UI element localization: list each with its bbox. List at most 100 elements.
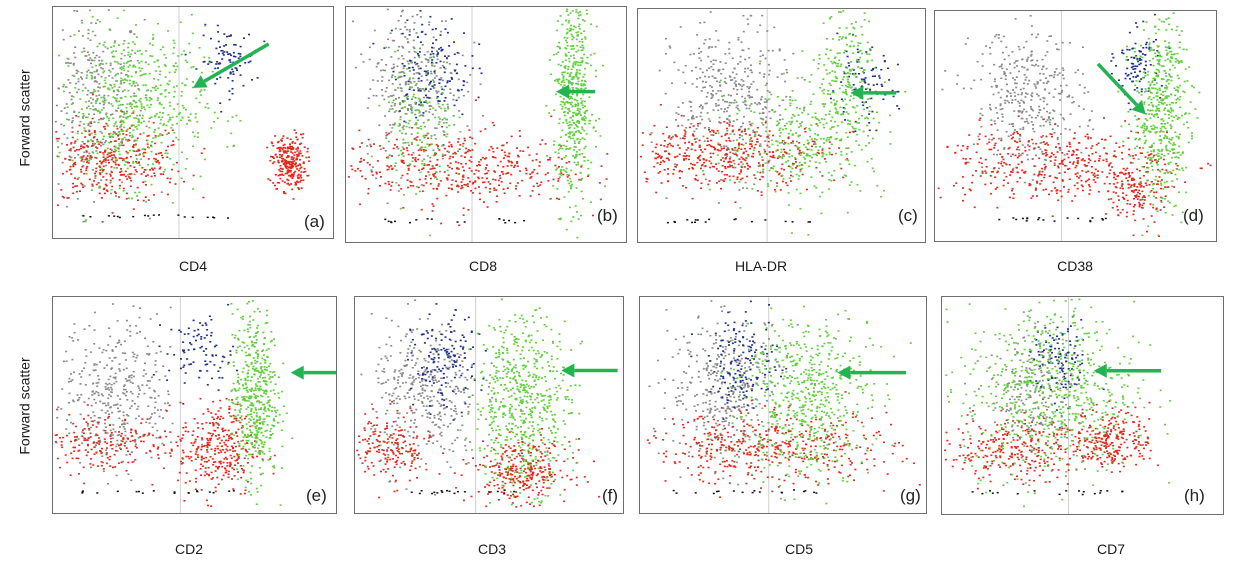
data-point-red xyxy=(283,151,286,154)
data-point-green xyxy=(578,72,581,75)
data-point-green xyxy=(439,118,441,120)
data-point-green xyxy=(822,137,825,140)
data-point-red xyxy=(125,150,128,153)
data-point-red xyxy=(149,169,152,171)
data-point-gray xyxy=(715,105,718,107)
data-point-gray xyxy=(1031,179,1034,181)
data-point-gray xyxy=(86,160,89,162)
data-point-red xyxy=(122,187,125,190)
data-point-red xyxy=(697,123,700,125)
data-point-green xyxy=(158,101,161,104)
data-point-green xyxy=(145,94,148,97)
data-point-gray xyxy=(1022,100,1025,103)
data-point-gray xyxy=(429,97,432,99)
data-point-green xyxy=(190,13,193,16)
data-point-blue xyxy=(874,75,876,77)
data-point-gray xyxy=(419,147,422,150)
data-point-gray xyxy=(82,164,85,167)
data-point-green xyxy=(104,46,107,48)
data-point-red xyxy=(121,159,124,162)
data-point-blue xyxy=(871,75,874,78)
data-point-blue xyxy=(892,95,895,98)
data-point-red xyxy=(519,170,522,172)
data-point-gray xyxy=(747,47,750,50)
data-point-gray xyxy=(75,82,78,85)
data-point-blue xyxy=(878,77,881,79)
data-point-blue xyxy=(398,110,401,112)
data-point-gray xyxy=(1054,88,1057,90)
data-point-green xyxy=(570,103,573,106)
data-point-gray xyxy=(1025,92,1027,94)
data-point-red xyxy=(280,155,283,157)
data-point-red xyxy=(488,149,491,151)
data-point-green xyxy=(189,113,192,115)
data-point-gray xyxy=(765,107,768,109)
data-point-red xyxy=(724,166,727,168)
data-point-red xyxy=(150,167,153,170)
data-point-red xyxy=(109,173,112,176)
data-point-green xyxy=(158,103,161,105)
data-point-green xyxy=(589,119,592,122)
data-point-green xyxy=(580,102,583,104)
data-point-green xyxy=(235,114,238,117)
data-point-blue xyxy=(419,67,422,70)
data-point-gray xyxy=(433,72,436,75)
data-point-gray xyxy=(401,126,404,129)
data-point-green xyxy=(863,101,865,104)
data-point-green xyxy=(185,78,188,80)
data-point-green xyxy=(89,9,91,12)
data-point-red xyxy=(734,147,737,149)
data-point-green xyxy=(792,113,794,116)
data-point-gray xyxy=(981,114,984,117)
data-point-green xyxy=(862,71,865,73)
data-point-gray xyxy=(412,151,415,154)
data-point-gray xyxy=(748,107,751,110)
data-point-gray xyxy=(724,100,726,103)
data-point-blue xyxy=(244,62,247,64)
data-point-gray xyxy=(1046,103,1049,106)
data-point-green xyxy=(578,112,581,115)
data-point-gray xyxy=(998,137,1001,140)
data-point-green xyxy=(62,90,65,93)
data-point-green xyxy=(828,110,831,113)
data-point-green xyxy=(835,65,838,67)
data-point-red xyxy=(749,143,752,145)
data-point-red xyxy=(665,126,668,128)
data-point-red xyxy=(431,167,434,170)
data-point-green xyxy=(115,121,117,123)
data-point-red xyxy=(277,146,280,149)
data-point-green xyxy=(809,129,812,132)
data-point-gray xyxy=(100,179,103,182)
data-point-gray xyxy=(95,150,98,152)
data-point-gray xyxy=(96,19,99,21)
data-point-red xyxy=(84,158,87,161)
data-point-red xyxy=(352,148,355,150)
data-point-gray xyxy=(385,87,388,89)
data-point-green xyxy=(429,56,431,59)
data-point-gray xyxy=(1022,128,1025,131)
data-point-red xyxy=(678,153,681,156)
data-point-green xyxy=(103,85,106,88)
data-point-red xyxy=(118,157,121,159)
data-point-red xyxy=(748,134,751,136)
data-point-blue xyxy=(229,34,232,36)
data-point-red xyxy=(155,161,158,164)
data-point-blue xyxy=(223,45,226,47)
data-point-green xyxy=(844,49,846,52)
data-point-green xyxy=(809,135,812,138)
data-point-red xyxy=(453,151,456,154)
data-point-green xyxy=(580,88,583,90)
data-point-green xyxy=(801,164,804,166)
data-point-red xyxy=(79,145,82,148)
data-point-red xyxy=(275,188,278,190)
data-point-red xyxy=(408,164,411,167)
data-point-red xyxy=(486,177,488,180)
data-point-green xyxy=(584,112,587,114)
data-point-green xyxy=(819,87,822,89)
data-point-red xyxy=(73,177,76,179)
data-point-gray xyxy=(758,165,761,168)
data-point-red xyxy=(717,170,720,172)
data-point-red xyxy=(724,158,727,160)
data-point-debris xyxy=(177,214,180,216)
data-point-gray xyxy=(91,169,94,171)
